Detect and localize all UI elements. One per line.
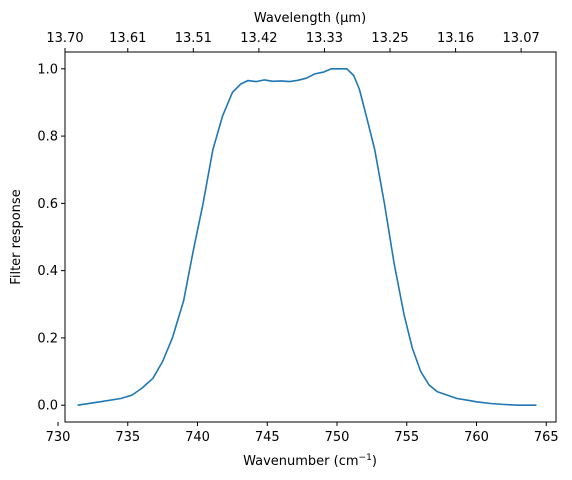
x-axis-label-main: Wavenumber (cm	[243, 454, 358, 469]
top-tick-label: 13.33	[306, 31, 343, 46]
top-tick-label: 13.42	[240, 31, 277, 46]
y-axis-label: Filter response	[9, 189, 24, 284]
top-tick-label: 13.51	[175, 31, 212, 46]
x-axis: 730 735 740 745 750 755 760 765	[46, 422, 559, 445]
top-tick-label: 13.70	[46, 31, 83, 46]
x-tick-label: 735	[115, 430, 140, 445]
x-tick-label: 765	[534, 430, 559, 445]
y-tick-label: 0.2	[37, 331, 58, 346]
y-tick-label: 0.4	[37, 264, 58, 279]
x-tick-label: 755	[394, 430, 419, 445]
x-axis-label-exponent: −1	[359, 453, 372, 463]
top-axis: 13.70 13.61 13.51 13.42 13.33 13.25 13.16 13.07	[46, 31, 540, 52]
y-axis: 0.0 0.2 0.4 0.6 0.8 1.0	[37, 62, 65, 414]
x-tick-label: 730	[46, 430, 71, 445]
y-tick-label: 0.6	[37, 197, 58, 212]
plot-area	[65, 52, 556, 422]
top-axis-label: Wavelength (μm)	[254, 11, 366, 26]
top-tick-label: 13.07	[503, 31, 540, 46]
top-tick-label: 13.25	[371, 31, 408, 46]
y-tick-label: 0.0	[37, 399, 58, 414]
top-tick-label: 13.61	[109, 31, 146, 46]
top-tick-label: 13.16	[437, 31, 474, 46]
y-tick-label: 1.0	[37, 62, 58, 77]
x-tick-label: 745	[255, 430, 280, 445]
series-line	[77, 68, 537, 406]
y-tick-label: 0.8	[37, 130, 58, 145]
x-tick-label: 750	[325, 430, 350, 445]
x-axis-label-suffix: )	[372, 454, 377, 469]
x-tick-label: 760	[464, 430, 489, 445]
plot-frame	[64, 51, 557, 423]
x-tick-label: 740	[185, 430, 210, 445]
x-axis-label: Wavenumber (cm−1)	[243, 453, 377, 469]
